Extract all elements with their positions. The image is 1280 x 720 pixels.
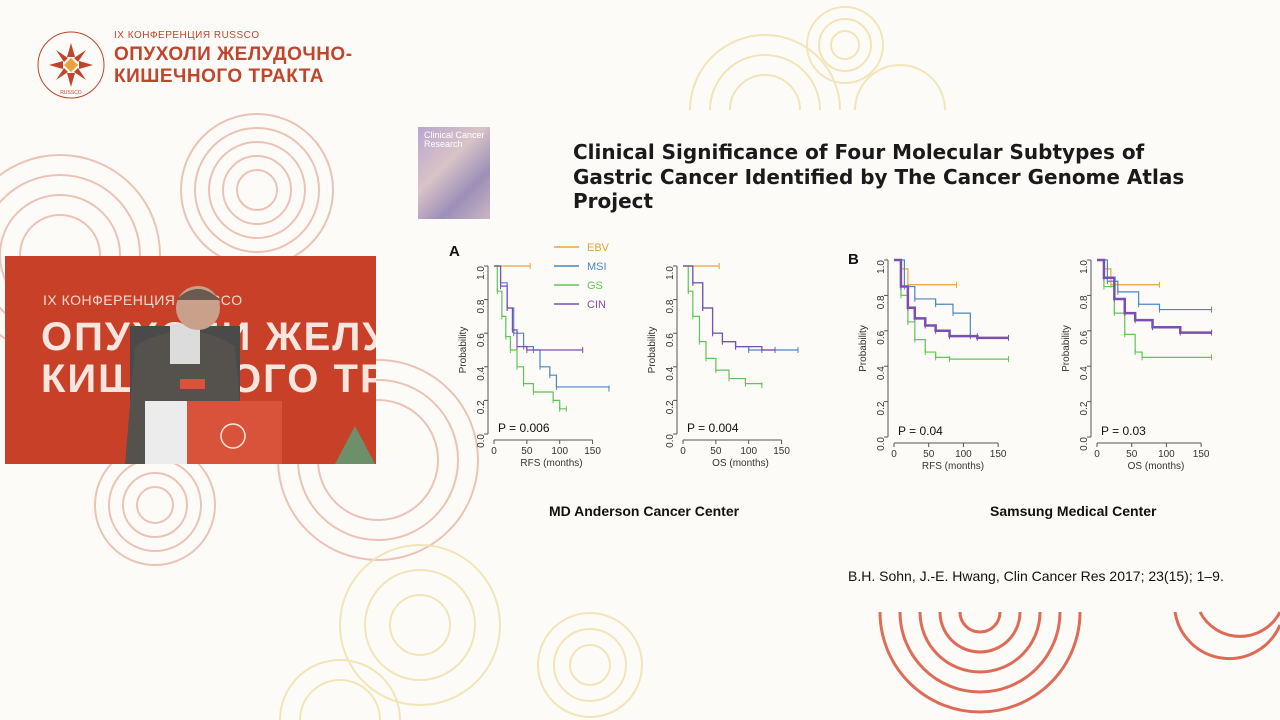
y-tick-label: 0.8: [476, 299, 487, 313]
y-tick-label: 0.4: [1079, 366, 1090, 380]
y-tick-label: 0.8: [876, 295, 887, 309]
p-value-label: P = 0.004: [687, 421, 739, 435]
x-tick-label: 50: [521, 446, 533, 457]
x-tick-label: 50: [710, 446, 722, 457]
site-label-b: Samsung Medical Center: [990, 503, 1157, 519]
x-tick-label: 0: [491, 446, 497, 457]
conference-title-line2: КИШЕЧНОГО ТРАКТА: [114, 66, 324, 87]
x-tick-label: 50: [1126, 449, 1138, 460]
x-tick-label: 100: [1158, 449, 1175, 460]
x-tick-label: 50: [923, 449, 935, 460]
y-tick-label: 0.0: [1079, 437, 1090, 451]
x-axis-label: RFS (months): [922, 461, 984, 472]
x-tick-label: 150: [1193, 449, 1210, 460]
citation: B.H. Sohn, J.-E. Hwang, Clin Cancer Res …: [848, 568, 1224, 584]
site-label-a: MD Anderson Cancer Center: [549, 503, 740, 519]
x-tick-label: 150: [773, 446, 790, 457]
y-tick-label: 1.0: [1079, 260, 1090, 274]
y-axis-label: Probability: [458, 327, 469, 374]
x-tick-label: 150: [990, 449, 1007, 460]
y-tick-label: 0.4: [876, 366, 887, 380]
y-tick-label: 0.0: [665, 434, 676, 448]
y-tick-label: 0.4: [665, 366, 676, 380]
km-curve-cin: [894, 258, 1009, 340]
journal-thumb-text: Clinical Cancer Research: [424, 130, 485, 149]
conference-title-line1: ОПУХОЛИ ЖЕЛУДОЧНО-: [114, 44, 353, 65]
speaker-scene: [125, 286, 375, 464]
slide-title: Clinical Significance of Four Molecular …: [573, 140, 1185, 213]
y-axis-label: Probability: [647, 327, 658, 374]
y-tick-label: 0.2: [1079, 401, 1090, 415]
y-tick-label: 0.2: [876, 401, 887, 415]
km-curve-ebv: [1097, 259, 1160, 286]
p-value-label: P = 0.006: [498, 421, 550, 435]
km-curve-msi: [683, 265, 798, 351]
y-tick-label: 0.4: [476, 366, 487, 380]
y-tick-label: 0.6: [876, 330, 887, 344]
x-tick-label: 100: [740, 446, 757, 457]
conference-subtitle: IX КОНФЕРЕНЦИЯ RUSSCO: [114, 30, 260, 41]
x-tick-label: 0: [680, 446, 686, 457]
legend-label-msi: MSI: [587, 261, 607, 273]
y-tick-label: 0.2: [476, 400, 487, 414]
km-curve-msi: [494, 265, 610, 389]
speaker-video[interactable]: IX КОНФЕРЕНЦИЯ RUSSCO ОПУХОЛИ ЖЕЛУДОЧНО-…: [5, 256, 376, 464]
y-tick-label: 0.6: [476, 333, 487, 347]
km-curve-gs: [1097, 259, 1212, 358]
x-tick-label: 100: [551, 446, 568, 457]
legend-label-cin: CIN: [587, 299, 606, 311]
km-curve-gs: [894, 259, 1009, 360]
km-curve-gs: [494, 265, 567, 410]
km-curve-cin: [683, 265, 775, 351]
y-tick-label: 0.6: [665, 333, 676, 347]
y-axis-label: Probability: [858, 325, 869, 372]
km-curve-ebv: [894, 259, 957, 286]
p-value-label: P = 0.03: [1101, 424, 1146, 438]
y-tick-label: 1.0: [876, 260, 887, 274]
km-curve-cin: [1097, 258, 1212, 334]
x-tick-label: 0: [1094, 449, 1100, 460]
russco-logo: RUSSCO: [37, 31, 105, 99]
p-value-label: P = 0.04: [898, 424, 943, 438]
x-axis-label: OS (months): [1128, 461, 1185, 472]
x-tick-label: 0: [891, 449, 897, 460]
legend-label-ebv: EBV: [587, 242, 610, 254]
km-curve-gs: [683, 265, 763, 386]
y-tick-label: 0.8: [1079, 295, 1090, 309]
y-tick-label: 1.0: [665, 266, 676, 280]
legend-label-gs: GS: [587, 280, 603, 292]
y-tick-label: 1.0: [476, 266, 487, 280]
x-tick-label: 150: [584, 446, 601, 457]
panel-a-letter: A: [449, 243, 460, 260]
logo-text: RUSSCO: [60, 90, 82, 96]
panel-b-letter: B: [848, 251, 859, 268]
journal-thumbnail: Clinical Cancer Research: [418, 127, 490, 219]
y-axis-label: Probability: [1061, 325, 1072, 372]
y-tick-label: 0.2: [665, 400, 676, 414]
x-tick-label: 100: [955, 449, 972, 460]
y-tick-label: 0.0: [876, 437, 887, 451]
x-axis-label: RFS (months): [520, 458, 582, 469]
x-axis-label: OS (months): [712, 458, 769, 469]
y-tick-label: 0.8: [665, 299, 676, 313]
y-tick-label: 0.6: [1079, 330, 1090, 344]
conference-title: ОПУХОЛИ ЖЕЛУДОЧНО- КИШЕЧНОГО ТРАКТА: [114, 44, 353, 88]
y-tick-label: 0.0: [476, 434, 487, 448]
